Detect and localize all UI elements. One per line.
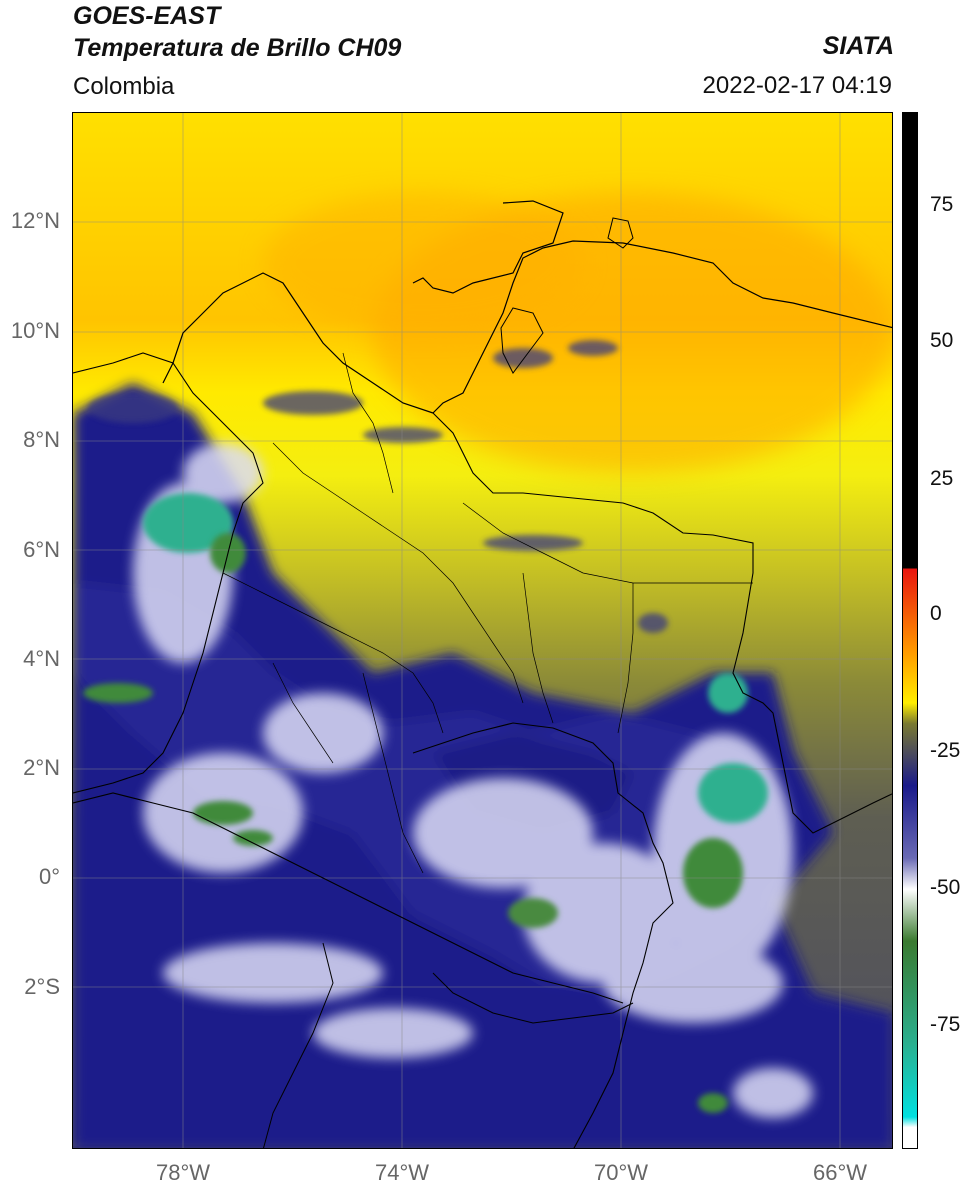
lat-label-6n: 6°N (23, 537, 60, 562)
ecuador-peru-border (73, 792, 624, 1004)
lat-label-4n: 4°N (23, 646, 60, 671)
lat-label-2s: 2°S (24, 974, 60, 999)
colorbar-label-0: 0 (930, 602, 942, 625)
colorbar-label-minus50: -50 (930, 876, 961, 899)
boundaries (73, 200, 892, 1148)
region-label: Colombia (73, 73, 175, 100)
colombia-brazil-border (412, 722, 674, 1148)
lat-label-10n: 10°N (10, 318, 60, 343)
coldest-cells (83, 493, 768, 1113)
department-line-7 (362, 672, 424, 874)
product-title: Temperatura de Brillo CH09 (73, 34, 402, 62)
caribbean-coastline (432, 240, 892, 414)
island (607, 217, 634, 249)
department-line-3 (342, 352, 394, 494)
department-line-5 (522, 572, 554, 724)
colorbar-label-minus75: -75 (930, 1013, 961, 1036)
map-svg (73, 113, 892, 1148)
lat-label-12n: 12°N (10, 208, 60, 233)
satellite-title: GOES-EAST (73, 2, 221, 30)
putumayo-border (432, 972, 634, 1024)
agency-label: SIATA (822, 32, 894, 60)
pacific-coastline (73, 352, 264, 794)
department-line-6 (617, 583, 634, 734)
datetime-label: 2022-02-17 04:19 (702, 72, 893, 99)
department-line-1 (272, 442, 524, 704)
colorbar-label-25: 25 (930, 467, 954, 490)
lon-label-66w: 66°W (812, 1160, 868, 1185)
cloud-filaments (88, 340, 668, 633)
title-block: GOES-EAST Temperatura de Brillo CH09 Col… (73, 0, 401, 104)
lon-label-74w: 74°W (374, 1160, 430, 1185)
lat-label-0: 0° (38, 864, 60, 889)
lon-label-78w: 78°W (155, 1160, 211, 1185)
peru-inner-border (263, 942, 334, 1148)
department-line-2 (222, 572, 444, 734)
lat-label-2n: 2°N (23, 755, 60, 780)
colorbar-label-minus25: -25 (930, 739, 961, 762)
warm-region-north (263, 193, 583, 333)
colorbar-label-75: 75 (930, 193, 954, 216)
satellite-map (72, 112, 893, 1149)
department-line-4 (462, 502, 753, 584)
graticule (73, 113, 892, 1148)
colorbar (902, 112, 918, 1149)
lon-label-70w: 70°W (593, 1160, 649, 1185)
guajira-coast (412, 200, 564, 294)
colombia-north-coast (162, 272, 434, 414)
department-line-8 (272, 662, 334, 764)
colorbar-label-50: 50 (930, 329, 954, 352)
lake-maracaibo (500, 307, 544, 374)
lat-label-8n: 8°N (23, 427, 60, 452)
colombia-venezuela-border (432, 412, 892, 834)
